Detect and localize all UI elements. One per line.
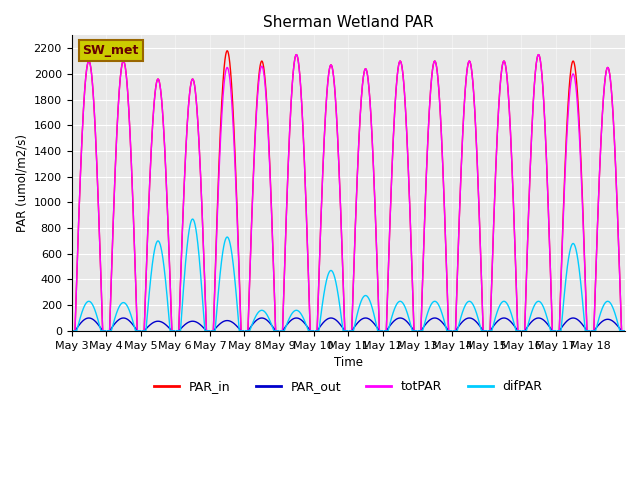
- difPAR: [615, 324, 623, 330]
- totPAR: [536, 58, 544, 64]
- difPAR: [468, 300, 476, 306]
- PAR_out: [615, 324, 623, 330]
- X-axis label: Time: Time: [334, 356, 363, 369]
- PAR_out: [181, 322, 189, 327]
- Line: totPAR: totPAR: [72, 55, 625, 331]
- totPAR: [504, 77, 511, 83]
- Line: PAR_in: PAR_in: [72, 51, 625, 331]
- PAR_out: [536, 315, 544, 321]
- totPAR: [292, 52, 300, 58]
- totPAR: [468, 70, 476, 75]
- totPAR: [181, 168, 189, 174]
- difPAR: [536, 300, 544, 305]
- difPAR: [419, 326, 427, 332]
- Legend: PAR_in, PAR_out, totPAR, difPAR: PAR_in, PAR_out, totPAR, difPAR: [149, 375, 548, 398]
- difPAR: [68, 328, 76, 334]
- Line: PAR_out: PAR_out: [72, 318, 625, 331]
- PAR_in: [621, 328, 628, 334]
- PAR_in: [419, 260, 427, 265]
- PAR_out: [468, 316, 476, 322]
- difPAR: [504, 301, 511, 307]
- Y-axis label: PAR (umol/m2/s): PAR (umol/m2/s): [15, 134, 28, 232]
- totPAR: [68, 328, 76, 334]
- Text: SW_met: SW_met: [83, 44, 139, 57]
- PAR_in: [223, 48, 231, 54]
- PAR_in: [504, 77, 511, 83]
- difPAR: [621, 328, 628, 334]
- totPAR: [621, 328, 628, 334]
- PAR_in: [468, 70, 476, 75]
- difPAR: [189, 216, 196, 222]
- totPAR: [419, 260, 427, 265]
- PAR_in: [68, 328, 76, 334]
- PAR_in: [615, 247, 623, 252]
- Title: Sherman Wetland PAR: Sherman Wetland PAR: [263, 15, 433, 30]
- Line: difPAR: difPAR: [72, 219, 625, 331]
- PAR_out: [68, 328, 76, 334]
- PAR_out: [621, 328, 628, 334]
- PAR_in: [181, 168, 189, 174]
- PAR_out: [504, 316, 511, 322]
- PAR_out: [419, 325, 427, 331]
- difPAR: [181, 268, 189, 274]
- PAR_in: [536, 58, 544, 64]
- PAR_out: [85, 315, 93, 321]
- totPAR: [615, 247, 623, 252]
